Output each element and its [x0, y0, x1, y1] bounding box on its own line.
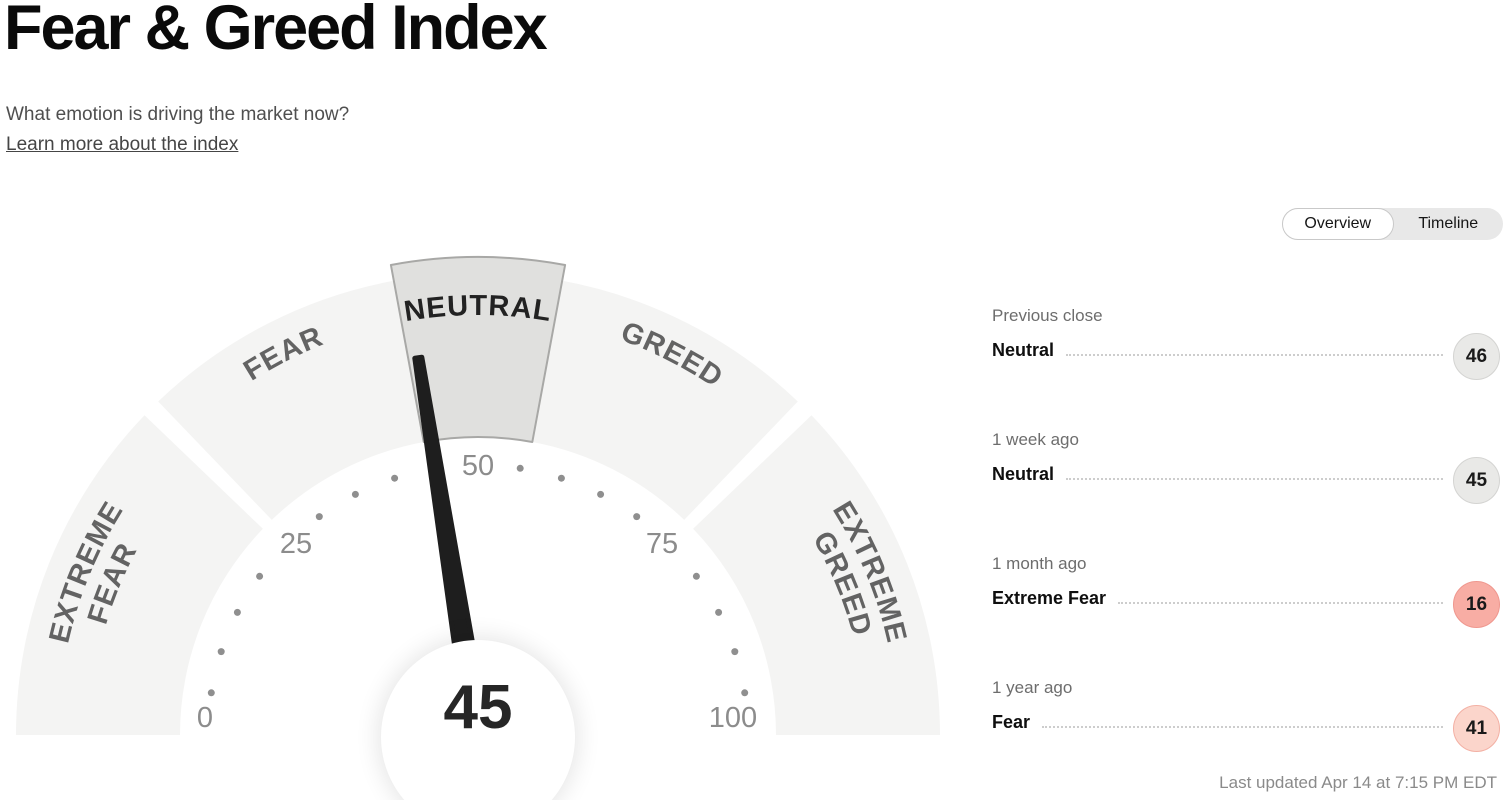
history-row-previous-close: Previous close Neutral 46 — [992, 306, 1500, 380]
gauge-value: 45 — [444, 673, 513, 742]
page-title: Fear & Greed Index — [4, 0, 548, 63]
learn-more-link[interactable]: Learn more about the index — [6, 134, 239, 155]
segment-fear — [158, 280, 426, 520]
history-row-label: 1 month ago — [992, 554, 1087, 573]
history-value-badge: 45 — [1453, 457, 1500, 504]
view-toggle: Overview Timeline — [1282, 208, 1503, 240]
page-subtitle: What emotion is driving the market now? — [6, 104, 350, 125]
dotted-leader — [1042, 726, 1443, 728]
history-row-sentiment: Neutral — [992, 340, 1055, 360]
history-row-label: 1 year ago — [992, 678, 1073, 697]
history-value-badge: 16 — [1453, 581, 1500, 628]
history-row-label: 1 week ago — [992, 430, 1079, 449]
history-value-badge: 41 — [1453, 705, 1500, 752]
segment-extreme-fear — [15, 415, 263, 735]
gauge-hub — [381, 640, 575, 805]
label-neutral: NEUTRAL — [402, 290, 554, 328]
segment-greed — [530, 280, 798, 520]
history-row-sentiment: Fear — [992, 712, 1031, 732]
history-row-1-year: 1 year ago Fear 41 — [992, 678, 1500, 752]
tab-overview[interactable]: Overview — [1282, 208, 1394, 240]
history-row-sentiment: Extreme Fear — [992, 588, 1107, 608]
fear-greed-gauge: 0 25 50 75 100 EXTREME FEAR FEAR NEUTRAL… — [0, 235, 960, 805]
tick-label-50: 50 — [462, 450, 494, 482]
last-updated-text: Last updated Apr 14 at 7:15 PM EDT — [1219, 773, 1497, 792]
dotted-leader — [1066, 354, 1443, 356]
gauge-svg: 0 25 50 75 100 EXTREME FEAR FEAR NEUTRAL… — [15, 255, 940, 805]
history-panel: Previous close Neutral 46 1 week ago Neu… — [992, 306, 1500, 802]
history-row-1-month: 1 month ago Extreme Fear 16 — [992, 554, 1500, 628]
history-value-badge: 46 — [1453, 333, 1500, 380]
history-row-sentiment: Neutral — [992, 464, 1055, 484]
tab-timeline[interactable]: Timeline — [1418, 215, 1479, 232]
tick-label-0: 0 — [197, 702, 213, 734]
dotted-leader — [1118, 602, 1443, 604]
tick-label-100: 100 — [709, 702, 757, 734]
segment-extreme-greed — [693, 415, 940, 735]
tick-label-75: 75 — [646, 528, 678, 560]
segment-neutral-active — [389, 255, 567, 443]
tick-dots — [207, 464, 749, 697]
history-row-1-week: 1 week ago Neutral 45 — [992, 430, 1500, 504]
dotted-leader — [1066, 478, 1443, 480]
tick-label-25: 25 — [280, 528, 312, 560]
history-row-label: Previous close — [992, 306, 1103, 325]
